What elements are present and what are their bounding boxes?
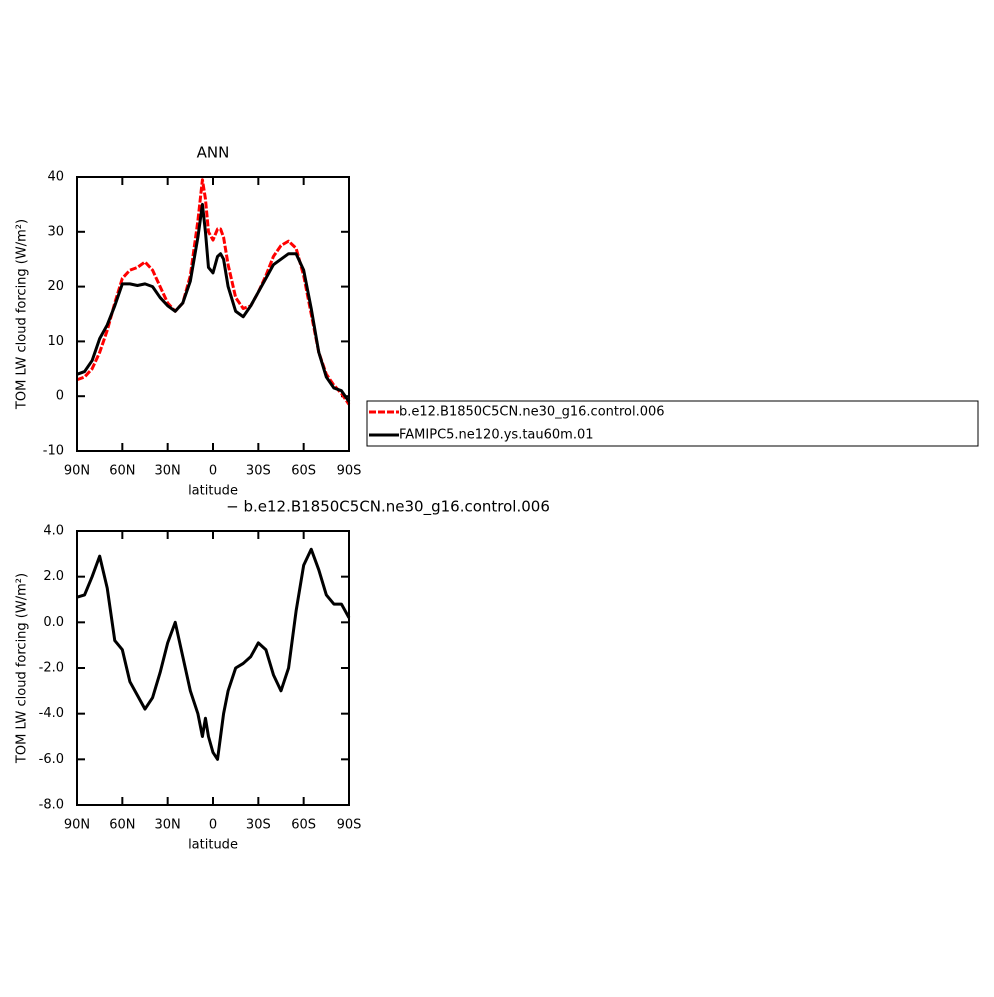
y-tick-label: 0	[56, 389, 64, 404]
x-tick-label: 0	[209, 464, 217, 479]
x-tick-label: 90N	[64, 818, 90, 833]
y-tick-label: -2.0	[39, 661, 64, 676]
x-axis-label: latitude	[188, 484, 238, 499]
y-tick-label: 10	[47, 334, 64, 349]
x-tick-label: 30S	[246, 464, 271, 479]
data-line	[76, 202, 351, 403]
y-tick-label: 4.0	[43, 524, 64, 539]
y-tick-label: 30	[47, 224, 64, 239]
y-axis-label: TOM LW cloud forcing (W/m²)	[15, 573, 30, 764]
legend-box	[366, 400, 979, 447]
data-line	[76, 547, 351, 761]
x-tick-label: 90S	[337, 464, 362, 479]
y-tick-label: -4.0	[39, 706, 64, 721]
x-tick-label: 60N	[109, 464, 135, 479]
x-tick-label: 30N	[155, 464, 181, 479]
legend-label: b.e12.B1850C5CN.ne30_g16.control.006	[399, 405, 665, 420]
y-tick-label: -8.0	[39, 798, 64, 813]
x-tick-label: 60N	[109, 818, 135, 833]
x-tick-label: 90S	[337, 818, 362, 833]
y-tick-label: 2.0	[43, 569, 64, 584]
x-tick-label: 90N	[64, 464, 90, 479]
y-tick-label: 40	[47, 170, 64, 185]
y-tick-label: -10	[43, 444, 64, 459]
x-axis-label: latitude	[188, 838, 238, 853]
y-tick-label: 0.0	[43, 615, 64, 630]
y-tick-label: 20	[47, 279, 64, 294]
chart-title: ANN	[197, 144, 230, 162]
x-tick-label: 0	[209, 818, 217, 833]
x-tick-label: 60S	[291, 818, 316, 833]
x-tick-label: 30N	[155, 818, 181, 833]
legend-label: FAMIPC5.ne120.ys.tau60m.01	[399, 428, 594, 443]
y-tick-label: -6.0	[39, 752, 64, 767]
data-line	[76, 178, 351, 406]
x-tick-label: 60S	[291, 464, 316, 479]
chart-title: − b.e12.B1850C5CN.ne30_g16.control.006	[226, 498, 550, 517]
plot-frame	[76, 176, 350, 452]
x-tick-label: 30S	[246, 818, 271, 833]
y-axis-label: TOM LW cloud forcing (W/m²)	[15, 219, 30, 410]
plot-frame	[76, 530, 350, 806]
